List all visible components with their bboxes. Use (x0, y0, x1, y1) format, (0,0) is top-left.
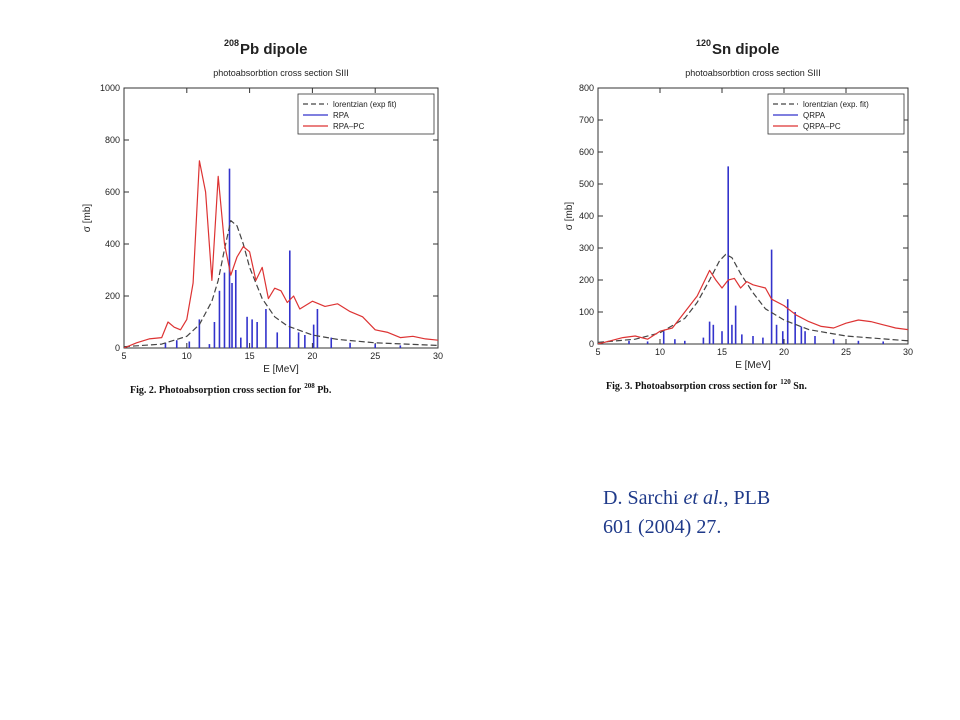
x-tick-label: 10 (182, 351, 192, 361)
figure-caption: Fig. 2. Photoabsorption cross section fo… (130, 385, 302, 396)
y-tick-label: 0 (589, 339, 594, 349)
y-axis-label: σ [mb] (564, 202, 575, 231)
chart-pb208-dipole: 208 Pb dipole photoabsorbtion cross sectio… (80, 30, 460, 420)
legend-label: lorentzian (exp. fit) (803, 100, 869, 109)
figure-caption: Fig. 3. Photoabsorption cross section fo… (606, 381, 778, 392)
reference-author: D. Sarchi (603, 487, 679, 509)
y-tick-label: 1000 (100, 83, 120, 93)
legend-label: QRPA–PC (803, 122, 841, 131)
figure-caption-tail: Pb. (317, 385, 332, 396)
x-tick-label: 25 (841, 347, 851, 357)
series-line (124, 160, 438, 348)
legend-label: RPA (333, 111, 350, 120)
y-tick-label: 500 (579, 179, 594, 189)
x-tick-label: 30 (433, 351, 443, 361)
series-line (598, 269, 908, 344)
x-tick-label: 5 (121, 351, 126, 361)
chart-title-superscript: 120 (696, 38, 711, 48)
y-tick-label: 100 (579, 307, 594, 317)
legend-box (297, 93, 435, 135)
y-tick-label: 700 (579, 115, 594, 125)
lorentzian-fit-line (598, 253, 908, 343)
reference-etal: et al. (683, 487, 724, 509)
chart-title: Pb dipole (240, 41, 308, 58)
y-tick-label: 800 (105, 135, 120, 145)
x-tick-label: 15 (717, 347, 727, 357)
figure-caption-superscript: 208 (304, 382, 315, 390)
chart-title-superscript: 208 (224, 38, 239, 48)
plot-series-group (124, 160, 438, 348)
plot-series-group (598, 166, 908, 344)
chart-subtitle: photoabsorbtion cross section SIII (685, 68, 821, 78)
chart-title: Sn dipole (712, 41, 780, 58)
y-tick-label: 600 (105, 187, 120, 197)
legend-label: lorentzian (exp fit) (333, 100, 397, 109)
x-tick-label: 20 (307, 351, 317, 361)
reference-journal: , PLB (723, 487, 771, 509)
x-tick-label: 10 (655, 347, 665, 357)
x-axis-label: E [MeV] (263, 364, 299, 375)
y-tick-label: 600 (579, 147, 594, 157)
x-tick-label: 25 (370, 351, 380, 361)
y-tick-label: 300 (579, 243, 594, 253)
figure-caption-tail: Sn. (793, 381, 807, 392)
x-tick-label: 5 (595, 347, 600, 357)
chart-subtitle: photoabsorbtion cross section SIII (213, 68, 349, 78)
y-tick-label: 400 (579, 211, 594, 221)
x-tick-label: 20 (779, 347, 789, 357)
reference-citation: D. Sarchi et al., PLB 601 (2004) 27. (603, 484, 863, 542)
y-tick-label: 400 (105, 239, 120, 249)
lorentzian-fit-line (124, 220, 438, 348)
reference-volume: 601 (2004) 27. (603, 516, 722, 538)
x-tick-label: 15 (245, 351, 255, 361)
figure-caption-superscript: 120 (780, 378, 791, 386)
y-tick-label: 200 (105, 291, 120, 301)
y-tick-label: 800 (579, 83, 594, 93)
chart-sn120-dipole: 120 Sn dipole photoabsorbtion cross sectio… (560, 30, 930, 420)
y-tick-label: 200 (579, 275, 594, 285)
x-axis-label: E [MeV] (735, 360, 771, 371)
plot-frame (123, 87, 439, 349)
legend-label: RPA–PC (333, 122, 365, 131)
y-tick-label: 0 (115, 343, 120, 353)
legend-label: QRPA (803, 111, 826, 120)
legend-box (767, 93, 905, 135)
x-tick-label: 30 (903, 347, 913, 357)
y-axis-label: σ [mb] (82, 204, 93, 233)
